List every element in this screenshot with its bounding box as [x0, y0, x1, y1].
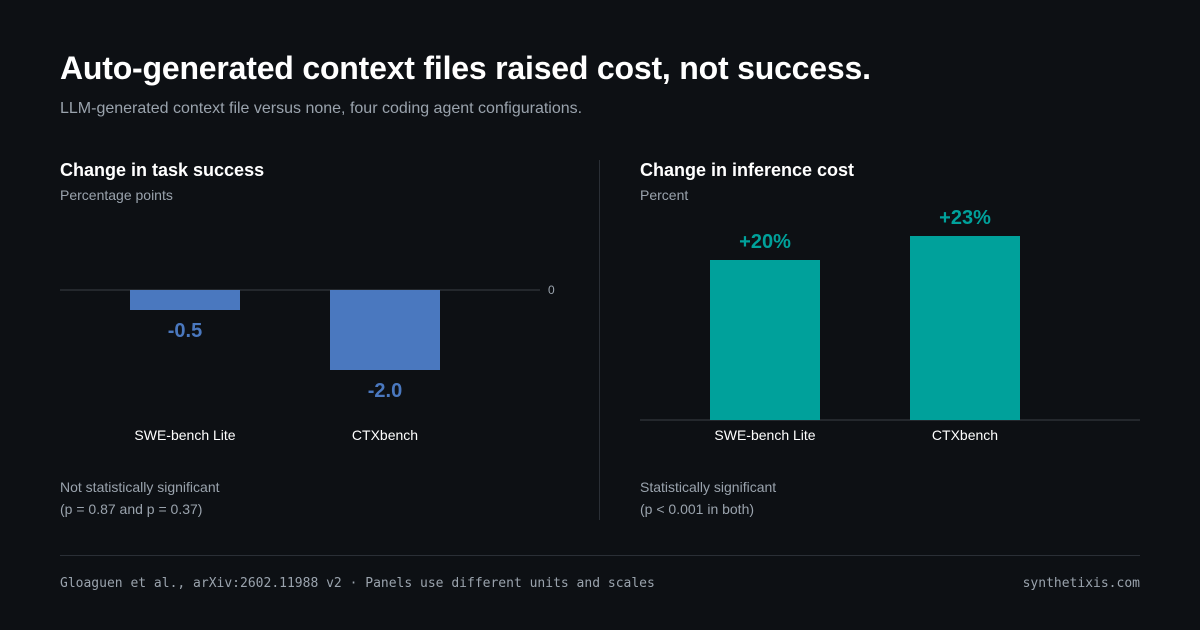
site-credit: synthetixis.com — [1022, 576, 1140, 591]
zero-tick-label: 0 — [548, 283, 555, 297]
significance-note-line: Statistically significant — [640, 479, 777, 495]
data-label: +23% — [939, 207, 991, 229]
bar — [330, 290, 440, 370]
significance-note: Not statistically significant (p = 0.87 … — [60, 476, 220, 520]
source-citation: Gloaguen et al., arXiv:2602.11988 v2 · P… — [60, 576, 655, 591]
task-success-panel: Change in task success Percentage points… — [60, 160, 560, 520]
panel-title: Change in task success — [60, 160, 265, 180]
data-label: -2.0 — [368, 380, 402, 402]
footer-divider — [60, 555, 1140, 556]
significance-note-line: (p = 0.87 and p = 0.37) — [60, 501, 203, 517]
significance-note: Statistically significant (p < 0.001 in … — [640, 476, 776, 520]
category-label: SWE-bench Lite — [714, 427, 815, 443]
task-success-chart: 0 -0.5 SWE-bench Lite -2.0 CTXbench — [60, 283, 555, 443]
panel-divider — [599, 160, 600, 520]
significance-note-line: Not statistically significant — [60, 479, 220, 495]
bar — [910, 236, 1020, 420]
bar — [710, 260, 820, 420]
data-label: -0.5 — [168, 320, 202, 342]
chart-title: Auto-generated context files raised cost… — [60, 50, 871, 86]
category-label: SWE-bench Lite — [134, 427, 235, 443]
category-label: CTXbench — [932, 427, 998, 443]
inference-cost-panel: Change in inference cost Percent +20% SWE… — [640, 160, 1140, 520]
panel-title: Change in inference cost — [640, 160, 855, 180]
data-label: +20% — [739, 231, 791, 253]
inference-cost-chart: +20% SWE-bench Lite +23% CTXbench — [640, 207, 1140, 443]
category-label: CTXbench — [352, 427, 418, 443]
bar — [130, 290, 240, 310]
panel-unit-label: Percent — [640, 187, 689, 203]
panel-unit-label: Percentage points — [60, 187, 173, 203]
significance-note-line: (p < 0.001 in both) — [640, 501, 755, 517]
chart-subtitle: LLM-generated context file versus none, … — [60, 100, 583, 117]
